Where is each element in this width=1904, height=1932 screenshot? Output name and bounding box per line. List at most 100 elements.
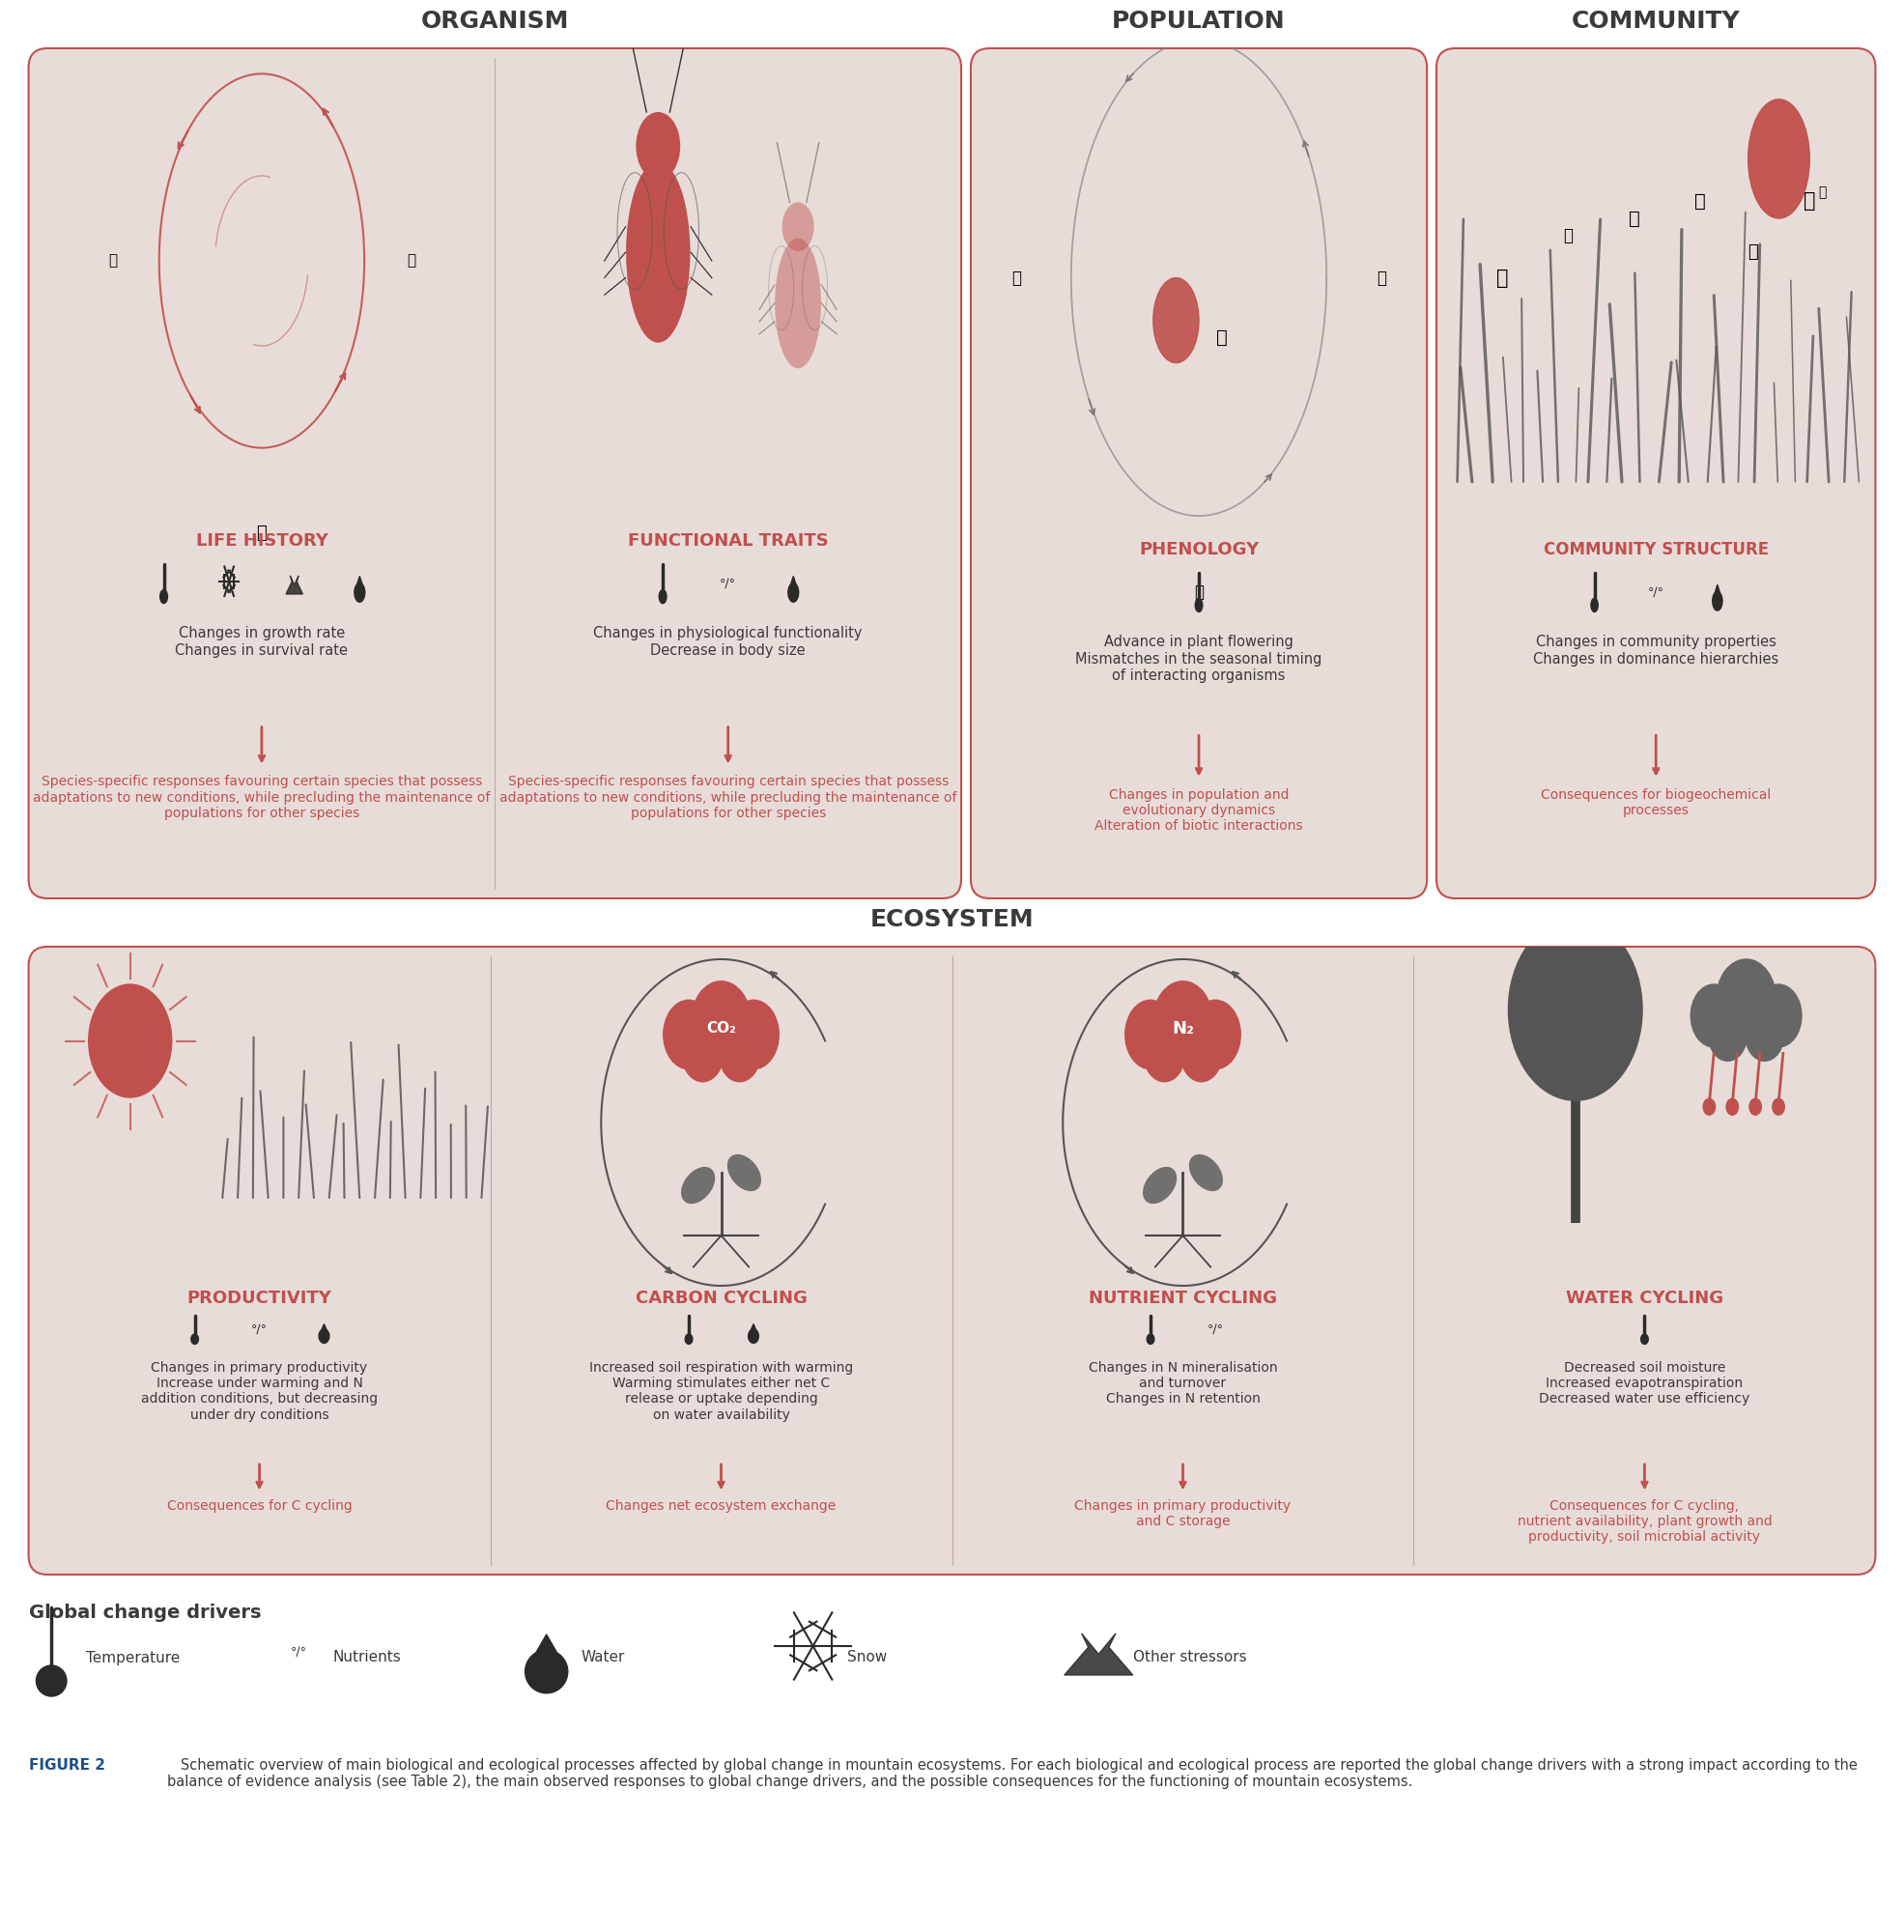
Text: 🌿: 🌿 (1377, 269, 1386, 286)
Text: Changes in physiological functionality
Decrease in body size: Changes in physiological functionality D… (594, 626, 863, 657)
FancyBboxPatch shape (29, 48, 962, 898)
Ellipse shape (775, 238, 821, 369)
Text: 🌸: 🌸 (1194, 583, 1203, 601)
Text: 🌸: 🌸 (1748, 243, 1757, 261)
Text: 🌹: 🌹 (1217, 328, 1228, 346)
Circle shape (1748, 99, 1809, 218)
Polygon shape (318, 1323, 329, 1337)
Polygon shape (354, 583, 366, 603)
Polygon shape (1712, 591, 1723, 611)
Circle shape (1704, 1099, 1716, 1115)
Text: Nutrients: Nutrients (333, 1650, 402, 1665)
Text: Decreased soil moisture
Increased evapotranspiration
Decreased water use efficie: Decreased soil moisture Increased evapot… (1538, 1360, 1750, 1406)
Circle shape (1508, 918, 1643, 1101)
Text: FUNCTIONAL TRAITS: FUNCTIONAL TRAITS (628, 533, 828, 551)
Circle shape (89, 985, 171, 1097)
Circle shape (160, 589, 168, 603)
FancyBboxPatch shape (29, 947, 1875, 1575)
Circle shape (1152, 981, 1213, 1063)
Text: Global change drivers: Global change drivers (29, 1604, 261, 1623)
Text: 🥚: 🥚 (109, 253, 116, 269)
Text: Changes in primary productivity
Increase under warming and N
addition conditions: Changes in primary productivity Increase… (141, 1360, 377, 1422)
Circle shape (682, 1026, 724, 1082)
Text: Changes in primary productivity
and C storage: Changes in primary productivity and C st… (1074, 1499, 1291, 1528)
Text: Changes in growth rate
Changes in survival rate: Changes in growth rate Changes in surviv… (175, 626, 348, 657)
Text: COMMUNITY STRUCTURE: COMMUNITY STRUCTURE (1544, 541, 1769, 558)
Text: N₂: N₂ (1171, 1020, 1194, 1037)
Text: Species-specific responses favouring certain species that possess
adaptations to: Species-specific responses favouring cer… (32, 775, 491, 819)
Circle shape (1773, 1099, 1784, 1115)
Text: Schematic overview of main biological and ecological processes affected by globa: Schematic overview of main biological an… (168, 1758, 1858, 1789)
Circle shape (1190, 1001, 1241, 1068)
Polygon shape (354, 576, 366, 593)
Text: FIGURE 2: FIGURE 2 (29, 1758, 105, 1774)
Circle shape (190, 1335, 198, 1345)
Circle shape (720, 1026, 760, 1082)
Text: Consequences for C cycling,
nutrient availability, plant growth and
productivity: Consequences for C cycling, nutrient ava… (1517, 1499, 1773, 1544)
Circle shape (1592, 599, 1597, 612)
Text: 🌾: 🌾 (1011, 269, 1021, 286)
Ellipse shape (1142, 1167, 1177, 1204)
FancyBboxPatch shape (1436, 48, 1875, 898)
Ellipse shape (727, 1153, 762, 1192)
Text: PHENOLOGY: PHENOLOGY (1139, 541, 1259, 558)
Text: Temperature: Temperature (86, 1650, 179, 1665)
Text: Changes in community properties
Changes in dominance hierarchies: Changes in community properties Changes … (1533, 636, 1778, 667)
Circle shape (727, 1001, 779, 1068)
Polygon shape (526, 1634, 567, 1671)
Circle shape (1144, 1026, 1184, 1082)
Text: POPULATION: POPULATION (1112, 10, 1285, 33)
Text: Other stressors: Other stressors (1133, 1650, 1247, 1665)
Circle shape (1755, 985, 1801, 1047)
Ellipse shape (682, 1167, 716, 1204)
Text: 🌺: 🌺 (1497, 269, 1508, 288)
Circle shape (1750, 1099, 1761, 1115)
Text: 🌿: 🌿 (1695, 191, 1706, 211)
Circle shape (1708, 1009, 1748, 1061)
Ellipse shape (1188, 1153, 1222, 1192)
Circle shape (1691, 985, 1736, 1047)
Text: PRODUCTIVITY: PRODUCTIVITY (187, 1291, 331, 1306)
Text: NUTRIENT CYCLING: NUTRIENT CYCLING (1089, 1291, 1278, 1306)
Polygon shape (1064, 1633, 1133, 1675)
Text: 🦋: 🦋 (1818, 185, 1826, 199)
Text: LIFE HISTORY: LIFE HISTORY (196, 533, 327, 551)
Text: °∕°: °∕° (720, 578, 737, 589)
Text: Advance in plant flowering
Mismatches in the seasonal timing
of interacting orga: Advance in plant flowering Mismatches in… (1076, 636, 1321, 684)
Polygon shape (748, 1323, 758, 1337)
Text: Changes in population and
evolutionary dynamics
Alteration of biotic interaction: Changes in population and evolutionary d… (1095, 788, 1302, 833)
Text: 🌿: 🌿 (1628, 209, 1639, 228)
Text: CARBON CYCLING: CARBON CYCLING (636, 1291, 807, 1306)
Circle shape (1727, 1099, 1738, 1115)
Text: ECOSYSTEM: ECOSYSTEM (870, 908, 1034, 931)
Circle shape (663, 1001, 714, 1068)
Text: 🐦: 🐦 (407, 253, 415, 269)
Text: 🌼: 🌼 (1563, 226, 1573, 243)
Text: Consequences for C cycling: Consequences for C cycling (168, 1499, 352, 1513)
Ellipse shape (626, 162, 689, 342)
Text: 🌱: 🌱 (257, 524, 267, 541)
Polygon shape (748, 1329, 758, 1343)
Text: °∕°: °∕° (1207, 1323, 1224, 1337)
Text: Snow: Snow (847, 1650, 887, 1665)
Text: °∕°: °∕° (291, 1646, 307, 1658)
Text: °∕°: °∕° (1647, 585, 1664, 599)
Text: WATER CYCLING: WATER CYCLING (1565, 1291, 1723, 1306)
Circle shape (685, 1335, 693, 1345)
Circle shape (1746, 1009, 1784, 1061)
Text: 🌾: 🌾 (1803, 191, 1816, 211)
Circle shape (1716, 958, 1776, 1041)
Circle shape (691, 981, 752, 1063)
Polygon shape (788, 583, 798, 603)
Text: Species-specific responses favouring certain species that possess
adaptations to: Species-specific responses favouring cer… (499, 775, 956, 819)
Text: Consequences for biogeochemical
processes: Consequences for biogeochemical processe… (1540, 788, 1771, 817)
Circle shape (1196, 599, 1203, 612)
Circle shape (1146, 1335, 1154, 1345)
Polygon shape (286, 576, 303, 593)
Circle shape (1641, 1335, 1649, 1345)
FancyBboxPatch shape (971, 48, 1426, 898)
Circle shape (1125, 1001, 1177, 1068)
Text: CO₂: CO₂ (706, 1020, 737, 1036)
Polygon shape (526, 1650, 567, 1692)
Text: Increased soil respiration with warming
Warming stimulates either net C
release : Increased soil respiration with warming … (588, 1360, 853, 1422)
